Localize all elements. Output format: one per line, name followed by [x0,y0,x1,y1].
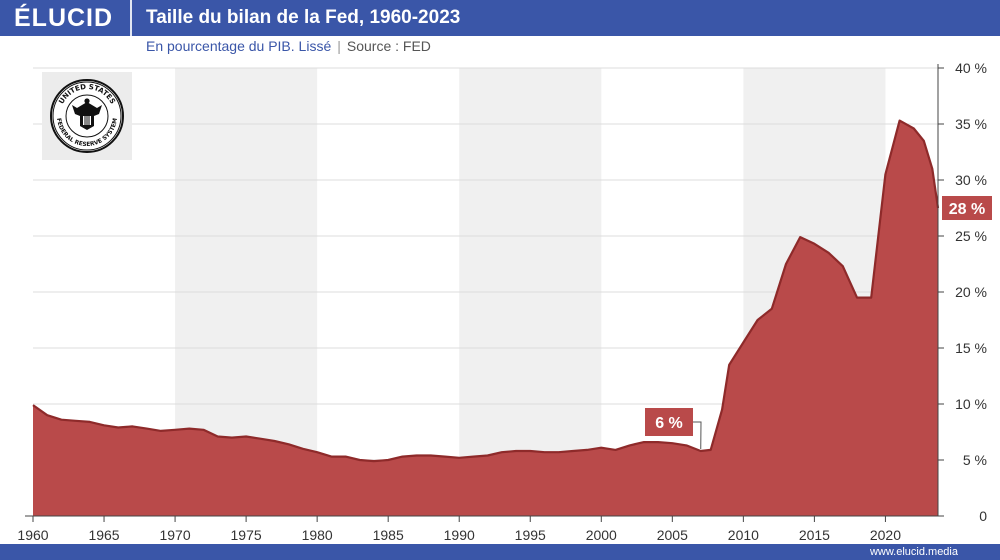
area-series [33,120,938,516]
source-note: Source : FED [346,38,431,54]
y-tick-label: 30 % [955,172,987,188]
y-tick-label: 35 % [955,116,987,132]
x-tick-label: 1965 [88,527,119,543]
x-tick-label: 1995 [515,527,546,543]
x-tick-label: 1960 [17,527,48,543]
chart-subtitle: En pourcentage du PIB. Lissé [146,38,332,54]
series-line [32,119,940,463]
annotations: 6 % 28 % [645,196,992,450]
x-tick-label: 1975 [231,527,262,543]
annotation-label-box [645,408,693,436]
footer-bar [0,544,1000,560]
x-tick-label: 2005 [657,527,688,543]
last-value-label: 28 % [949,201,985,218]
x-tick-label: 1990 [444,527,475,543]
footer-url[interactable]: www.elucid.media [869,546,958,558]
y-tick-label: 40 % [955,60,987,76]
y-tick-label: 0 [979,508,987,524]
annotation-leader [693,421,702,450]
federal-reserve-seal: UNITED STATES FEDERAL RESERVE SYSTEM [42,72,132,160]
x-tick-label: 1980 [302,527,333,543]
y-tick-label: 20 % [955,284,987,300]
last-value-tag [942,196,992,220]
x-tick-label: 2010 [728,527,759,543]
x-tick-label: 2015 [799,527,830,543]
chart-title: Taille du bilan de la Fed, 1960-2023 [146,7,461,28]
header-bar: ÉLUCID Taille du bilan de la Fed, 1960-2… [0,0,1000,36]
y-tick-label: 25 % [955,228,987,244]
x-tick-label: 1985 [373,527,404,543]
x-tick-label: 2020 [870,527,901,543]
brand-logo: ÉLUCID [14,4,114,32]
annotation-label: 6 % [655,415,683,432]
federal-reserve-seal-icon: UNITED STATES FEDERAL RESERVE SYSTEM [50,79,124,153]
header-divider [130,0,132,36]
y-tick-label: 10 % [955,396,987,412]
chart-subtitle-line: En pourcentage du PIB. Lissé | Source : FE… [146,38,431,54]
x-tick-label: 2000 [586,527,617,543]
axes: 0 5 % 10 % 15 % 20 % 25 % 30 % 35 % 40 % 1960 1965… [17,60,987,543]
y-tick-label: 15 % [955,340,987,356]
x-tick-label: 1970 [159,527,190,543]
y-tick-label: 5 % [963,452,987,468]
area-layer [32,119,940,516]
subtitle-separator: | [337,38,341,54]
